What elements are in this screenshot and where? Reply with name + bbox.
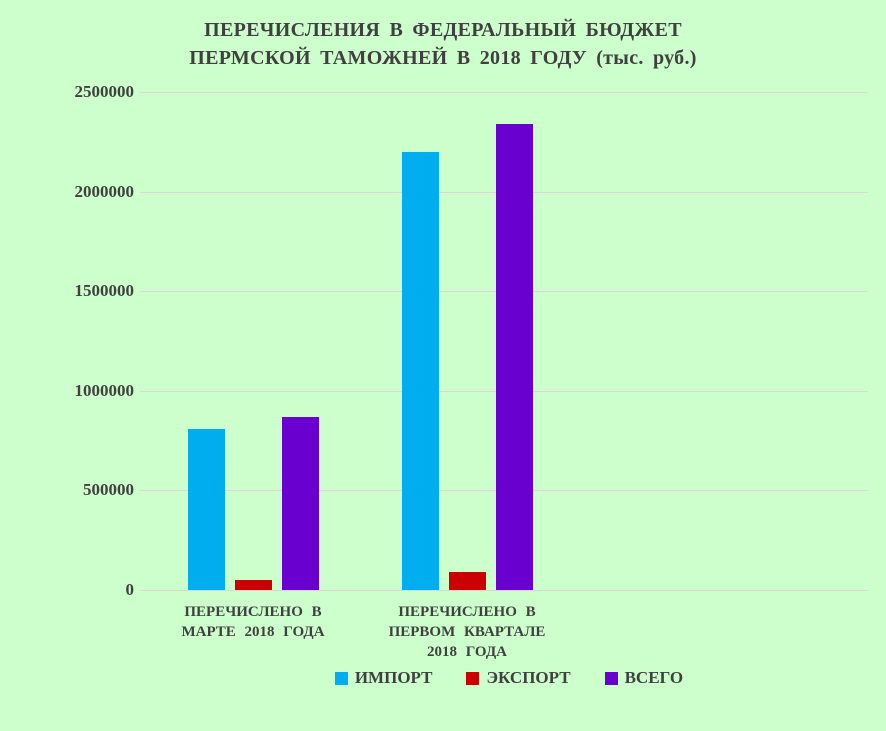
y-axis-tick-label: 1000000 xyxy=(74,380,135,400)
legend-item-экспорт: ЭКСПОРТ xyxy=(466,668,571,688)
bar-импорт-group2 xyxy=(401,151,439,590)
gridline-0 xyxy=(140,590,868,591)
chart-title-line2: ПЕРМСКОЙ ТАМОЖНЕЙ В 2018 ГОДУ (тыс. руб.… xyxy=(189,47,697,69)
legend-swatch-icon xyxy=(466,671,480,685)
legend-item-всего: ВСЕГО xyxy=(604,668,684,688)
bar-экспорт-group2 xyxy=(448,572,486,590)
x-axis-category-label-line: ПЕРВОМ КВАРТАЛЕ xyxy=(388,624,546,640)
x-axis-category-label-line: ПЕРЕЧИСЛЕНО В xyxy=(184,604,322,620)
chart-title: ПЕРЕЧИСЛЕНИЯ В ФЕДЕРАЛЬНЫЙ БЮДЖЕТ ПЕРМСК… xyxy=(0,16,886,72)
legend-label: ИМПОРТ xyxy=(354,668,433,687)
y-axis-tick-label: 2000000 xyxy=(74,181,135,201)
x-axis-category-label-line: 2018 ГОДА xyxy=(427,644,507,660)
legend-swatch-icon xyxy=(334,671,348,685)
y-axis-tick-label: 500000 xyxy=(83,480,134,500)
x-axis-category-label-line: ПЕРЕЧИСЛЕНО В xyxy=(398,604,536,620)
chart-title-line1: ПЕРЕЧИСЛЕНИЯ В ФЕДЕРАЛЬНЫЙ БЮДЖЕТ xyxy=(204,19,682,41)
x-axis-category-label: ПЕРЕЧИСЛЕНО В МАРТЕ 2018 ГОДА xyxy=(138,602,368,642)
legend-label: ВСЕГО xyxy=(624,668,684,687)
legend-swatch-icon xyxy=(604,671,618,685)
plot-area: 0 500000 1000000 1500000 2000000 2500000 ПЕРЕЧ… xyxy=(75,82,868,660)
x-axis-category-label-line: МАРТЕ 2018 ГОДА xyxy=(181,624,325,640)
bar-импорт-group1 xyxy=(187,428,225,590)
bar-всего-group2 xyxy=(495,123,533,590)
bar-всего-group1 xyxy=(281,416,319,590)
chart-legend: ИМПОРТ ЭКСПОРТ ВСЕГО xyxy=(150,668,868,688)
legend-item-импорт: ИМПОРТ xyxy=(334,668,433,688)
y-axis-tick-label: 2500000 xyxy=(74,82,135,101)
y-axis-tick-label: 1500000 xyxy=(74,281,135,301)
x-axis-category-label: ПЕРЕЧИСЛЕНО В ПЕРВОМ КВАРТАЛЕ 2018 ГОДА xyxy=(352,602,582,662)
y-axis-tick-label: 0 xyxy=(125,580,135,599)
gridline-2500000 xyxy=(140,92,868,93)
bar-экспорт-group1 xyxy=(234,580,272,590)
legend-label: ЭКСПОРТ xyxy=(486,668,571,687)
